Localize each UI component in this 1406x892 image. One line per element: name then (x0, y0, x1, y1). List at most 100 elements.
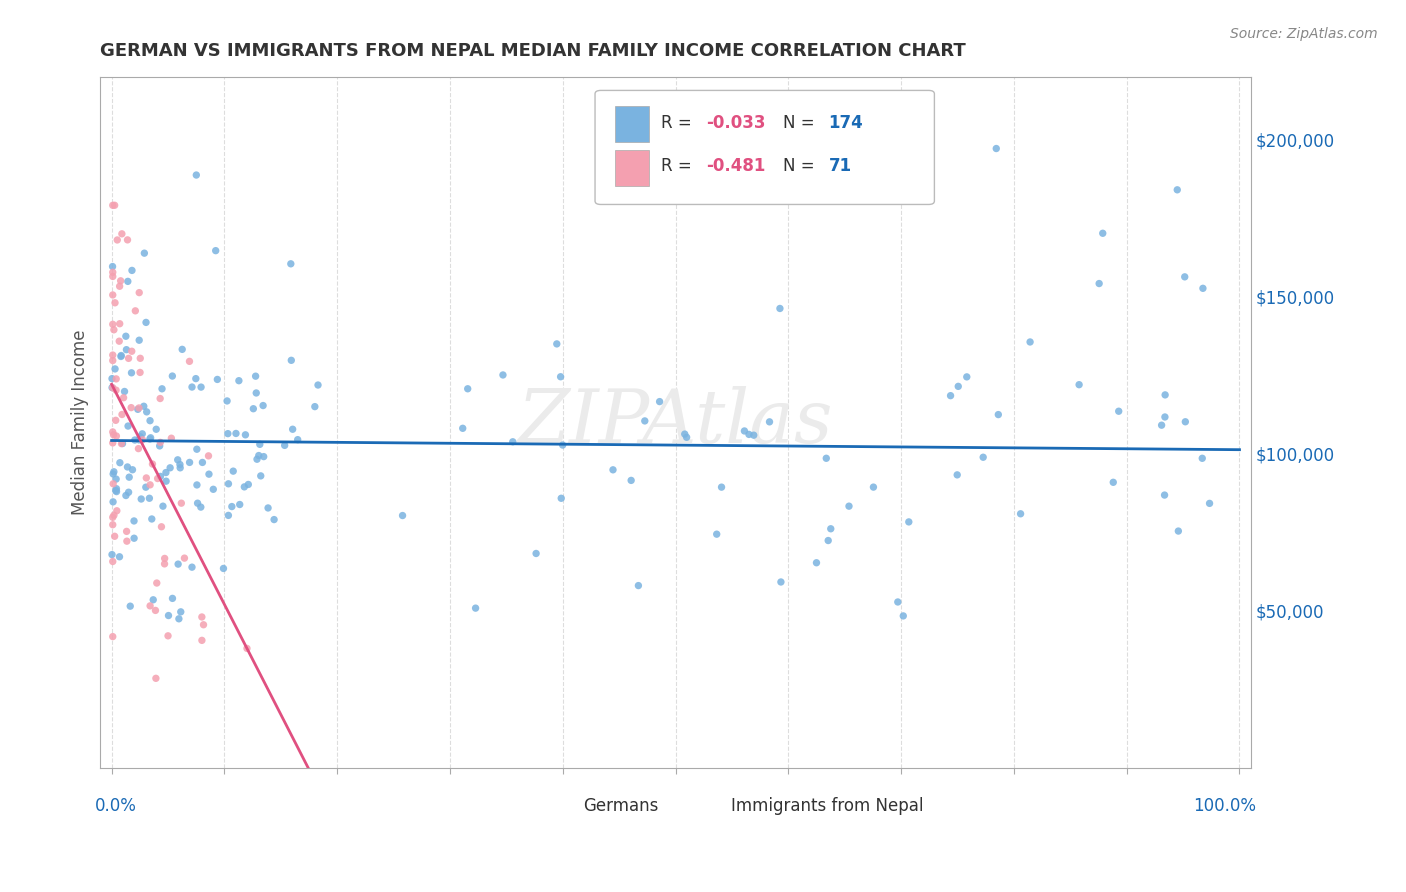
Point (235, 427, 257, 442)
Point (1154, 409, 1177, 424)
Point (1174, 415, 1197, 429)
Point (939, 389, 962, 403)
Point (101, 548, 124, 562)
Point (139, 431, 162, 445)
Point (101, 318, 124, 332)
Point (105, 383, 128, 397)
Point (101, 353, 124, 368)
Point (1019, 334, 1042, 349)
Point (162, 591, 184, 606)
Point (101, 260, 124, 274)
Point (169, 460, 191, 475)
Point (141, 512, 163, 526)
FancyBboxPatch shape (614, 106, 650, 142)
Point (738, 427, 761, 442)
Point (287, 433, 309, 447)
Point (104, 413, 127, 427)
Point (186, 478, 208, 492)
Point (820, 522, 842, 536)
Point (120, 401, 142, 415)
Point (221, 500, 243, 514)
Point (167, 557, 190, 571)
Point (1198, 496, 1220, 510)
Point (108, 279, 131, 293)
Point (217, 426, 239, 441)
Text: Source: ZipAtlas.com: Source: ZipAtlas.com (1230, 27, 1378, 41)
Point (103, 427, 125, 442)
FancyBboxPatch shape (690, 790, 723, 827)
Point (897, 515, 920, 529)
Point (457, 382, 479, 396)
Point (104, 483, 127, 498)
Point (190, 500, 212, 515)
Point (167, 612, 190, 626)
Point (769, 574, 792, 589)
Point (157, 608, 180, 623)
Text: Germans: Germans (583, 797, 659, 814)
Point (117, 459, 139, 474)
Point (104, 295, 127, 310)
Point (117, 351, 139, 366)
Text: N =: N = (783, 114, 820, 132)
Point (280, 353, 302, 368)
Point (103, 508, 125, 523)
Point (242, 401, 264, 416)
Point (101, 198, 124, 212)
Point (127, 442, 149, 456)
Point (108, 456, 131, 470)
Point (128, 401, 150, 415)
Point (110, 350, 132, 364)
Point (131, 426, 153, 441)
Point (229, 498, 252, 512)
Point (1174, 269, 1197, 284)
Point (191, 455, 214, 469)
Point (1088, 277, 1111, 291)
Point (187, 496, 209, 510)
Point (710, 480, 733, 494)
Point (1102, 475, 1125, 490)
Point (103, 323, 125, 337)
Point (247, 449, 270, 463)
Point (236, 641, 259, 656)
Point (104, 362, 127, 376)
Point (139, 599, 162, 613)
Point (245, 369, 267, 384)
Point (162, 369, 184, 384)
Point (149, 392, 172, 406)
Point (733, 424, 755, 438)
Point (129, 430, 152, 444)
Point (129, 491, 152, 506)
Point (146, 576, 169, 591)
Point (145, 422, 167, 436)
Y-axis label: Median Family Income: Median Family Income (72, 329, 89, 515)
Point (101, 495, 124, 509)
Point (115, 534, 138, 549)
Point (110, 436, 132, 450)
Point (150, 382, 173, 396)
Point (233, 480, 256, 494)
FancyBboxPatch shape (543, 790, 575, 827)
Point (806, 556, 828, 570)
Point (101, 381, 124, 395)
Point (634, 414, 657, 428)
Point (104, 198, 127, 212)
Point (179, 455, 201, 469)
Point (132, 399, 155, 413)
Point (105, 484, 128, 499)
Point (155, 474, 177, 488)
Point (146, 471, 169, 485)
Point (263, 512, 285, 526)
Point (245, 386, 267, 401)
Point (105, 233, 128, 247)
Point (149, 439, 172, 453)
Point (134, 246, 156, 260)
Point (1154, 388, 1177, 402)
Point (121, 344, 143, 359)
Point (160, 431, 183, 445)
FancyBboxPatch shape (595, 90, 935, 204)
Point (1069, 377, 1091, 392)
Point (155, 466, 177, 480)
Point (104, 529, 127, 543)
Point (222, 464, 245, 478)
Point (1153, 488, 1175, 502)
